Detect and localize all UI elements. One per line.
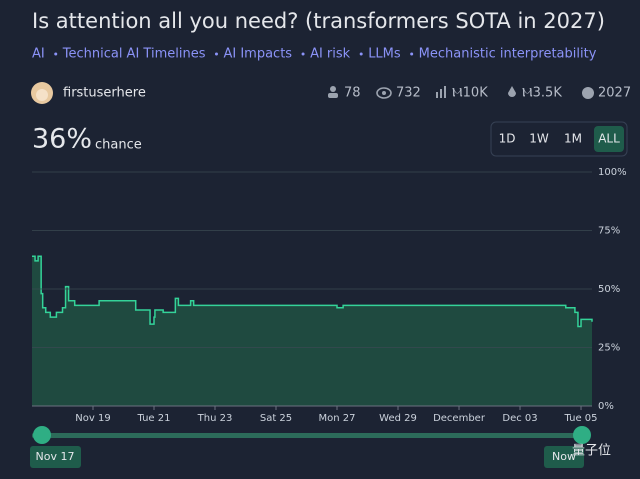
x-tick-label: Nov 19	[75, 413, 110, 424]
x-tick-label: Sat 25	[260, 413, 292, 424]
views-icon	[382, 91, 386, 95]
volume-icon	[440, 89, 442, 98]
traders-icon	[328, 93, 338, 98]
x-tick-label: Tue 05	[564, 413, 598, 424]
y-tick-label: 50%	[598, 284, 620, 295]
watermark: 量子位	[572, 444, 611, 459]
stat: 78	[344, 86, 361, 101]
author[interactable]: firstuserhere	[63, 86, 146, 101]
slider-end-box	[544, 446, 584, 468]
slider-handle[interactable]	[33, 426, 51, 444]
probability-label: chance	[95, 138, 142, 153]
slider-handle[interactable]	[573, 426, 591, 444]
x-tick-label: Tue 21	[137, 413, 171, 424]
y-tick-label: 100%	[598, 167, 627, 178]
y-tick-label: 0%	[598, 401, 614, 412]
avatar-face	[36, 89, 48, 101]
slider-start: Nov 17	[36, 450, 75, 463]
tag[interactable]: AI Impacts	[223, 47, 292, 62]
slider-track	[32, 433, 584, 438]
x-tick-label: Mon 27	[319, 413, 356, 424]
stat: Ⲙ3.5K	[522, 86, 562, 101]
tag[interactable]: AI	[32, 47, 45, 62]
tag-row: AI Technical AI Timelines AI Impacts AI ris…	[32, 47, 597, 62]
tag[interactable]: Mechanistic interpretability	[419, 47, 597, 62]
x-tick-label: Dec 03	[502, 413, 537, 424]
tag[interactable]: LLMs	[368, 47, 401, 62]
y-tick-label: 75%	[598, 226, 620, 237]
slider-start-box	[30, 446, 81, 468]
range-selector	[490, 121, 628, 157]
slider-end: Now	[552, 450, 576, 463]
stat: 2027	[598, 86, 631, 101]
range-button[interactable]: 1D	[499, 132, 516, 146]
tag-separator	[359, 52, 363, 56]
probability-line	[32, 255, 593, 328]
range-button[interactable]: ALL	[598, 132, 620, 146]
views-icon	[376, 87, 392, 99]
traders-icon	[330, 86, 336, 92]
stat: 732	[396, 86, 421, 101]
x-tick-label: December	[433, 413, 486, 424]
close-icon	[582, 87, 594, 99]
range-button[interactable]: 1W	[529, 132, 549, 146]
market-title: Is attention all you need? (transformers…	[32, 9, 605, 33]
tag[interactable]: Technical AI Timelines	[62, 47, 206, 62]
volume-icon	[444, 86, 446, 98]
stats: 78 732 Ⲙ10K Ⲙ3.5K 2027	[344, 86, 631, 101]
range-buttons: 1D 1W 1M ALL	[499, 126, 624, 152]
probability: 36%	[32, 124, 92, 155]
x-tick-label: Wed 29	[379, 413, 417, 424]
x-tick-label: Thu 23	[197, 413, 233, 424]
range-button[interactable]: 1M	[564, 132, 582, 146]
y-tick-label: 25%	[598, 343, 620, 354]
tag-separator	[410, 52, 414, 56]
tag-separator	[54, 52, 58, 56]
stat-icons	[328, 86, 594, 99]
area	[32, 256, 592, 406]
chart: 0% 25% 50% 75% 100% Nov 19 Tue 21 Thu 23 Sat 25 M…	[32, 167, 627, 424]
range-active-bg	[594, 126, 624, 152]
liquidity-icon	[508, 86, 516, 97]
tag-separator	[301, 52, 305, 56]
stat: Ⲙ10K	[452, 86, 488, 101]
volume-icon	[436, 92, 438, 98]
tag-separator	[214, 52, 218, 56]
tag[interactable]: AI risk	[310, 47, 351, 62]
